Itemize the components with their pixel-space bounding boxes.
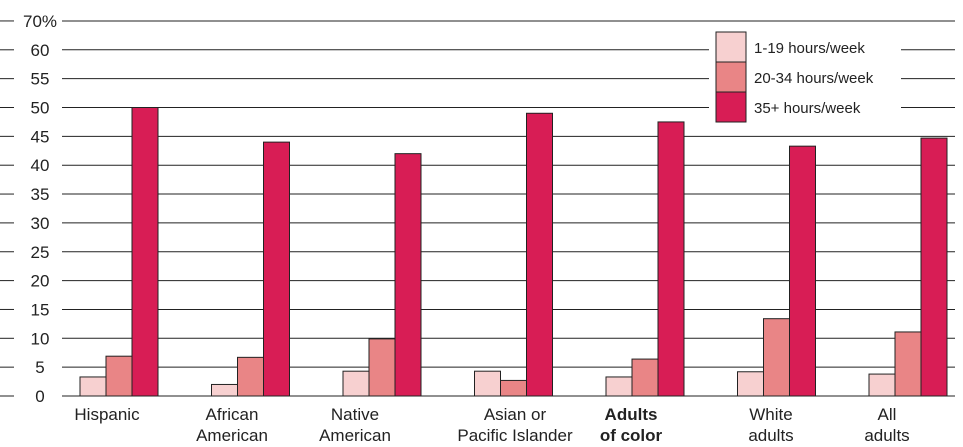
- bar: [500, 379, 527, 397]
- bar: [868, 373, 896, 397]
- bar: [131, 107, 159, 397]
- bar: [263, 141, 290, 397]
- legend-swatch: [715, 31, 747, 63]
- y-tick-label: 60: [31, 41, 50, 60]
- x-category-label: All: [878, 405, 897, 424]
- bar: [894, 331, 922, 397]
- bar: [631, 358, 659, 397]
- bar: [79, 376, 107, 397]
- y-tick-label: 0: [35, 387, 44, 406]
- y-tick-label: 50: [31, 99, 50, 118]
- bar: [920, 137, 948, 397]
- legend-label: 20-34 hours/week: [754, 70, 874, 87]
- y-tick-label: 30: [31, 214, 50, 233]
- bar: [368, 338, 396, 397]
- legend-label: 1-19 hours/week: [754, 40, 865, 57]
- y-tick-label: 5: [35, 358, 44, 377]
- bar: [105, 355, 133, 397]
- y-tick-label: 55: [31, 70, 50, 89]
- bar: [474, 370, 501, 397]
- y-tick-label: 45: [31, 127, 50, 146]
- bar: [526, 112, 553, 397]
- bar: [342, 370, 370, 397]
- bar: [789, 145, 816, 397]
- x-category-label: of color: [600, 426, 663, 445]
- bars: [79, 107, 948, 397]
- y-tick-label: 25: [31, 243, 50, 262]
- y-tick-label: 35: [31, 185, 50, 204]
- y-axis-ticks: 0 5 10 15 20 25 30 35 40 45 50 55 60 70%: [23, 12, 57, 406]
- y-tick-label: 10: [31, 329, 50, 348]
- x-category-label: adults: [748, 426, 793, 445]
- y-tick-label: 20: [31, 272, 50, 291]
- x-category-label: American: [319, 426, 391, 445]
- y-tick-label: 40: [31, 156, 50, 175]
- y-tick-label: 15: [31, 300, 50, 319]
- x-category-label: Native: [331, 405, 379, 424]
- legend-swatch: [715, 91, 747, 123]
- x-category-label: Hispanic: [74, 405, 140, 424]
- bar: [394, 153, 422, 397]
- legend-swatch: [715, 61, 747, 93]
- x-category-label: Adults: [605, 405, 658, 424]
- bar: [605, 376, 633, 397]
- x-category-label: White: [749, 405, 792, 424]
- x-category-label: Asian or: [484, 405, 547, 424]
- x-category-label: American: [196, 426, 268, 445]
- y-tick-label: 70%: [23, 12, 57, 31]
- legend-label: 35+ hours/week: [754, 100, 861, 117]
- bar: [237, 356, 264, 397]
- legend: 1-19 hours/week 20-34 hours/week 35+ hours…: [709, 30, 901, 124]
- bar: [763, 318, 790, 397]
- x-category-label: Pacific Islander: [457, 426, 573, 445]
- bar: [737, 371, 764, 397]
- x-category-label: adults: [864, 426, 909, 445]
- category-labels: Hispanic African American Native American Asi…: [74, 405, 909, 445]
- bar: [657, 121, 685, 397]
- bar: [211, 383, 238, 397]
- x-category-label: African: [206, 405, 259, 424]
